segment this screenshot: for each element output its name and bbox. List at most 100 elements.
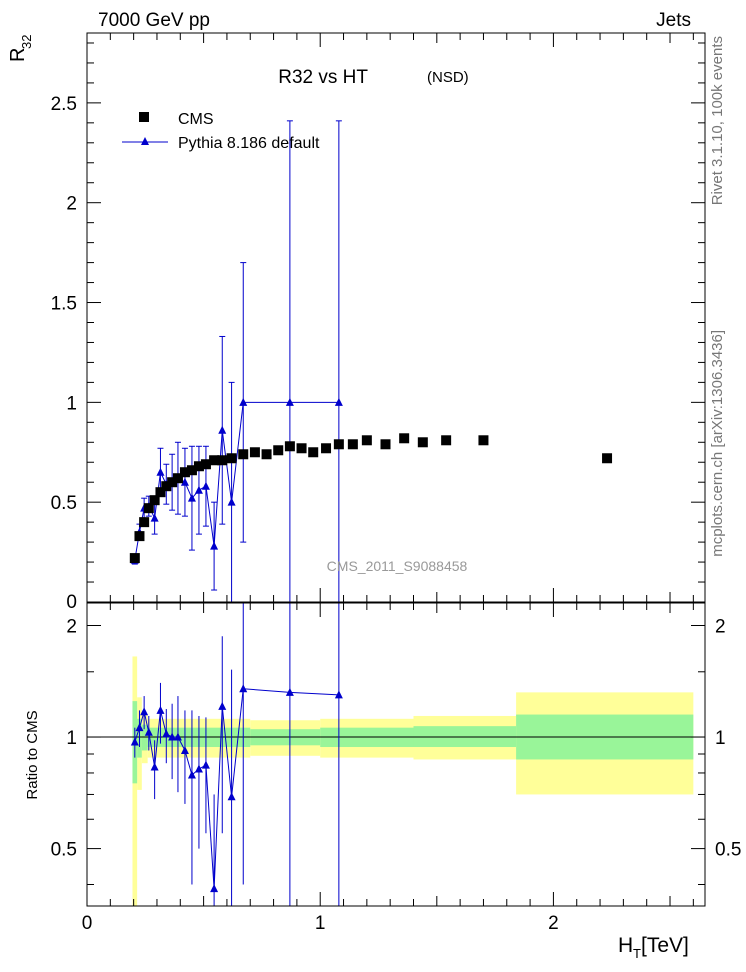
- watermark: CMS_2011_S9088458: [327, 558, 468, 574]
- ratio-ytick-label-right: 2: [715, 616, 726, 637]
- header-left-label: 7000 GeV pp: [98, 10, 210, 31]
- cms-point: [161, 481, 172, 492]
- main-ytick-label: 2.5: [51, 94, 77, 115]
- cms-point: [143, 503, 154, 514]
- cms-point: [167, 477, 178, 488]
- cms-point: [209, 455, 220, 466]
- mc-point: [218, 425, 227, 434]
- cms-point: [200, 459, 211, 470]
- cms-point: [478, 435, 489, 446]
- ratio-band-inner-2: [141, 724, 148, 751]
- ratio-mc-point: [144, 727, 153, 736]
- cms-point: [186, 465, 197, 476]
- ratio-mc-point: [180, 745, 189, 754]
- cms-point: [380, 439, 391, 450]
- ratio-mc-point: [173, 732, 182, 741]
- ratio-mc-point: [168, 732, 177, 741]
- mc-point: [180, 477, 189, 486]
- ratio-panel: 0.5 0.5 1 1 2 2 0 1 2: [51, 602, 741, 934]
- mc-point: [194, 485, 203, 494]
- ratio-mc-point: [187, 770, 196, 779]
- mc-point: [285, 397, 294, 406]
- cms-point: [417, 437, 428, 448]
- cms-point: [273, 445, 284, 456]
- cms-point: [361, 435, 372, 446]
- ratio-ytick-label-right: 1: [715, 728, 726, 749]
- cms-point: [333, 439, 344, 450]
- ratio-mc-point: [140, 707, 149, 716]
- legend: CMS Pythia 8.186 default: [122, 111, 320, 152]
- mc-point: [334, 397, 343, 406]
- main-ylabel: R 32: [7, 35, 34, 62]
- cms-point: [129, 553, 140, 564]
- main-title-subtitle: (NSD): [427, 69, 469, 86]
- cms-point: [399, 433, 410, 444]
- ratio-mc-point: [130, 737, 139, 746]
- main-frame: [86, 32, 706, 603]
- ratio-mc-point: [334, 690, 343, 699]
- xlabel-sub: T: [633, 946, 641, 961]
- ratio-mc-point: [210, 884, 219, 893]
- cms-point: [347, 439, 358, 450]
- cms-point: [172, 473, 183, 484]
- cms-point: [193, 461, 204, 472]
- cms-point: [155, 487, 166, 498]
- legend-pythia-label: Pythia 8.186 default: [178, 135, 320, 152]
- side-label-mcplots: mcplots.cern.ch [arXiv:1306.3436]: [709, 330, 726, 557]
- cms-point: [308, 447, 319, 458]
- ratio-mc-line: [134, 688, 339, 889]
- mc-point: [227, 497, 236, 506]
- mc-point: [156, 467, 165, 476]
- xlabel-unit: [TeV]: [641, 934, 689, 957]
- ratio-mc-point: [135, 723, 144, 732]
- cms-point: [217, 455, 228, 466]
- legend-pythia-marker: [141, 137, 149, 145]
- xtick-label: 1: [315, 913, 326, 934]
- mc-point: [201, 481, 210, 490]
- cms-point: [179, 467, 190, 478]
- ratio-mc-point: [285, 687, 294, 696]
- ratio-ytick-label: 1: [66, 728, 77, 749]
- cms-point: [134, 531, 145, 542]
- ratio-mc-point: [227, 792, 236, 801]
- cms-point: [261, 449, 272, 460]
- side-label-rivet: Rivet 3.1.10, 100k events: [709, 36, 726, 205]
- xtick-label: 2: [548, 913, 559, 934]
- ratio-mc-point: [194, 764, 203, 773]
- legend-cms-marker: [139, 112, 149, 122]
- ratio-mc-point: [239, 684, 248, 693]
- main-title: R32 vs HT (NSD): [278, 67, 468, 88]
- ratio-ytick-label-right: 0.5: [715, 840, 741, 861]
- cms-point: [296, 443, 307, 454]
- ratio-mc-point: [201, 760, 210, 769]
- mc-point: [210, 541, 219, 550]
- cms-point: [226, 453, 237, 464]
- ratio-ytick-label: 0.5: [51, 840, 77, 861]
- mc-point: [187, 493, 196, 502]
- mc-point: [239, 397, 248, 406]
- cms-point: [441, 435, 452, 446]
- header-right-label: Jets: [656, 10, 691, 31]
- cms-point: [602, 453, 613, 464]
- ratio-mc-point: [150, 762, 159, 771]
- ratio-mc-point: [218, 701, 227, 710]
- main-ylabel-text: R: [7, 48, 29, 62]
- cms-point: [139, 517, 150, 528]
- main-ylabel-sub: 32: [19, 35, 34, 49]
- main-ytick-label: 2: [66, 194, 77, 215]
- cms-point: [284, 441, 295, 452]
- cms-point: [321, 443, 332, 454]
- main-panel: 0.5 1 1.5 2 2.5 0: [51, 32, 706, 613]
- ratio-mc-point: [162, 729, 171, 738]
- main-ytick-label-zero: 0: [66, 592, 77, 613]
- xlabel-text: H: [618, 934, 633, 957]
- legend-cms-label: CMS: [178, 111, 214, 128]
- main-ytick-label: 1: [66, 393, 77, 414]
- ratio-ylabel: Ratio to CMS: [24, 710, 41, 799]
- ratio-ytick-label: 2: [66, 616, 77, 637]
- xlabel: H T [TeV]: [618, 934, 689, 961]
- cms-point: [249, 447, 260, 458]
- main-ytick-label: 0.5: [51, 493, 77, 514]
- cms-point: [238, 449, 249, 460]
